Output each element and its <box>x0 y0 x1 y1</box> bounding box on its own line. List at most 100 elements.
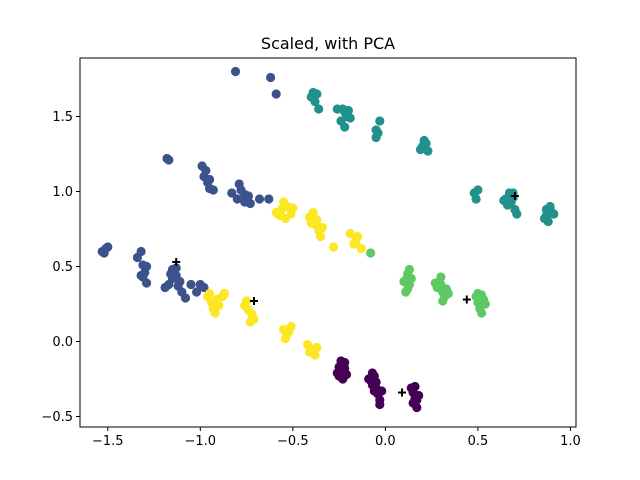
point-cluster-4-29 <box>219 288 229 299</box>
y-tick-label-1: 0.0 <box>52 335 73 350</box>
point-cluster-3-0 <box>366 248 376 258</box>
point-cluster-0-9 <box>334 362 344 372</box>
point-cluster-1-40 <box>180 293 191 303</box>
y-axis: −0.5 0.0 0.5 1.0 1.5 <box>41 110 80 425</box>
point-cluster-2-9 <box>345 113 355 123</box>
point-cluster-4-34 <box>242 296 252 306</box>
point-cluster-1-32 <box>142 278 152 288</box>
point-cluster-2-12 <box>340 122 350 132</box>
point-cluster-4-19 <box>353 231 363 242</box>
x-tick-label-4: 0.5 <box>468 434 489 449</box>
point-cluster-1-0 <box>230 66 241 77</box>
point-cluster-1-47 <box>199 282 209 293</box>
point-cluster-1-2 <box>271 89 281 99</box>
point-cluster-1-19 <box>245 198 255 209</box>
point-cluster-1-11 <box>205 174 215 185</box>
x-axis: −1.5 −1.0 −0.5 0.0 0.5 1.0 <box>92 427 581 449</box>
centroid-marker-3 <box>462 295 471 304</box>
x-tick-label-5: 1.0 <box>560 434 581 449</box>
point-cluster-1-25 <box>103 242 113 252</box>
point-cluster-3-17 <box>443 288 453 299</box>
point-cluster-3-8 <box>401 287 411 297</box>
point-cluster-4-17 <box>345 228 355 239</box>
point-cluster-4-45 <box>304 347 315 357</box>
point-cluster-4-14 <box>317 222 327 233</box>
point-cluster-0-17 <box>367 368 377 378</box>
point-cluster-2-16 <box>371 132 381 143</box>
point-cluster-0-20 <box>369 386 379 396</box>
point-cluster-0-7 <box>338 374 348 384</box>
point-cluster-3-24 <box>477 308 487 318</box>
point-cluster-2-21 <box>423 146 433 156</box>
point-cluster-1-48 <box>192 287 202 297</box>
point-cluster-3-4 <box>399 276 409 287</box>
y-tick-label-0: −0.5 <box>41 410 73 425</box>
point-cluster-2-3 <box>310 96 320 107</box>
point-cluster-2-41 <box>541 204 552 215</box>
y-tick-label-4: 1.5 <box>52 110 73 125</box>
point-cluster-1-44 <box>166 269 176 279</box>
centroid-marker-2 <box>398 388 406 397</box>
point-cluster-1-4 <box>164 155 174 165</box>
point-cluster-3-7 <box>406 273 416 284</box>
point-cluster-1-21 <box>264 194 274 204</box>
point-cluster-4-30 <box>210 308 220 318</box>
point-cluster-4-46 <box>312 342 322 353</box>
point-cluster-2-23 <box>473 185 483 195</box>
point-cluster-4-27 <box>214 300 224 311</box>
point-cluster-3-16 <box>438 296 448 306</box>
point-cluster-4-6 <box>275 210 285 221</box>
point-cluster-4-40 <box>280 333 290 344</box>
y-tick-label-3: 1.0 <box>52 185 73 200</box>
point-cluster-1-1 <box>266 72 276 83</box>
data-points <box>97 66 559 413</box>
chart-title: Scaled, with PCA <box>261 34 395 53</box>
point-cluster-2-2 <box>312 89 322 99</box>
point-cluster-1-41 <box>175 276 185 287</box>
centroid-markers <box>172 192 519 397</box>
y-tick-label-2: 0.5 <box>52 260 73 275</box>
point-cluster-1-17 <box>232 194 242 204</box>
point-cluster-2-33 <box>499 195 509 206</box>
centroid-marker-0 <box>172 258 181 266</box>
centroid-marker-1 <box>250 297 258 305</box>
point-cluster-4-36 <box>245 317 255 327</box>
point-cluster-0-29 <box>412 395 422 405</box>
point-cluster-1-33 <box>136 246 146 257</box>
point-cluster-2-40 <box>543 216 553 227</box>
point-cluster-2-15 <box>375 116 385 126</box>
point-cluster-4-16 <box>329 242 339 252</box>
point-cluster-0-21 <box>375 399 385 410</box>
point-cluster-2-39 <box>549 209 559 219</box>
point-cluster-0-19 <box>371 377 381 387</box>
x-tick-label-1: −1.0 <box>185 434 217 449</box>
point-cluster-4-41 <box>284 326 294 336</box>
point-cluster-1-20 <box>254 194 265 204</box>
point-cluster-0-28 <box>410 381 420 392</box>
point-cluster-4-15 <box>310 219 320 230</box>
point-cluster-1-43 <box>171 263 181 273</box>
plot-frame <box>79 57 577 428</box>
point-cluster-1-45 <box>186 279 196 290</box>
point-cluster-3-18 <box>436 279 446 290</box>
point-cluster-4-25 <box>205 288 215 299</box>
point-cluster-4-9 <box>308 207 318 218</box>
point-cluster-1-12 <box>227 188 237 198</box>
point-cluster-1-10 <box>208 185 218 195</box>
point-cluster-1-30 <box>142 261 152 272</box>
point-cluster-3-5 <box>404 264 414 275</box>
x-tick-label-3: 0.0 <box>375 434 396 449</box>
point-cluster-3-12 <box>436 272 446 282</box>
point-cluster-0-18 <box>377 386 387 396</box>
point-cluster-4-7 <box>288 203 298 213</box>
x-tick-label-0: −1.5 <box>92 434 124 449</box>
point-cluster-2-10 <box>343 105 353 116</box>
point-cluster-3-27 <box>475 293 485 303</box>
point-cluster-2-31 <box>512 209 522 219</box>
centroid-marker-4 <box>510 192 519 200</box>
point-cluster-2-4 <box>314 104 324 114</box>
point-cluster-2-24 <box>471 194 481 204</box>
point-cluster-3-26 <box>480 299 490 309</box>
point-cluster-4-21 <box>356 243 366 254</box>
